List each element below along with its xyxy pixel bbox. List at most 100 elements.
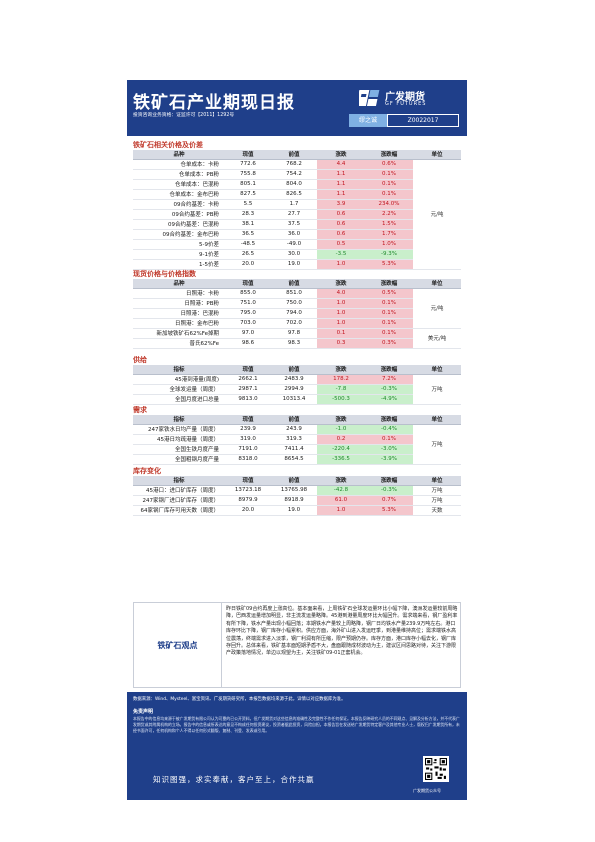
table-header-row: 品种 现值 前值 涨跌 涨跌幅 单位 (133, 150, 461, 160)
table-row: 仓单成本：金布巴粉 827.5 826.5 1.1 0.1% (133, 189, 461, 200)
qr-code-icon[interactable] (423, 756, 449, 782)
cell-unit: 万吨 (413, 424, 461, 465)
col-header-chg: 涨跌 (317, 415, 365, 425)
cell-prev: 754.2 (271, 169, 317, 180)
cell-change-pct: -9.3% (365, 249, 413, 260)
cell-prev: 97.8 (271, 328, 317, 339)
table-header-row: 指标 现值 前值 涨跌 涨跌幅 单位 (133, 365, 461, 375)
col-header-today: 现值 (225, 365, 271, 375)
cell-unit: 天数 (413, 505, 461, 516)
table-header-row: 指标 现值 前值 涨跌 涨跌幅 单位 (133, 476, 461, 486)
cell-prev: 2994.9 (271, 384, 317, 395)
cell-today: 7191.0 (225, 444, 271, 455)
table-header-row: 品种 现值 前值 涨跌 涨跌幅 单位 (133, 279, 461, 289)
cell-prev: 768.2 (271, 159, 317, 170)
col-header-name: 指标 (133, 365, 225, 375)
cell-change: 1.0 (317, 298, 365, 309)
cell-change: 61.0 (317, 495, 365, 506)
cell-name: 09合约基差：巴混粉 (133, 219, 225, 230)
stock-table: 指标 现值 前值 涨跌 涨跌幅 单位 45港口：进口矿库存（周度） 13723.1… (133, 476, 461, 516)
qr-caption: 广发期货公众号 (413, 788, 441, 793)
col-header-today: 现值 (225, 150, 271, 160)
col-header-chg: 涨跌 (317, 476, 365, 486)
cell-unit: 万吨 (413, 485, 461, 496)
cell-change-pct: -0.4% (365, 424, 413, 435)
report-title: 铁矿石产业期现日报 (133, 93, 295, 113)
cell-today: 855.0 (225, 288, 271, 299)
disclaimer-text: 本报告中的信息均来源于被广发期货有限公司认为可靠的已公开资料，但广发期货对这些信… (133, 716, 460, 733)
section-title-supply: 供给 (133, 356, 147, 364)
table-row: 45港到港量(周度) 2662.1 2483.9 178.2 7.2% 万吨 (133, 374, 461, 405)
col-header-prev: 前值 (271, 279, 317, 289)
col-header-pct: 涨跌幅 (365, 365, 413, 375)
cell-change: 4.0 (317, 288, 365, 299)
cell-name: 247家钢厂进口矿库存（周度） (133, 495, 225, 506)
col-header-pct: 涨跌幅 (365, 150, 413, 160)
table-row: 日照港：卡粉 855.0 851.0 4.0 0.5% 元/吨 (133, 288, 461, 329)
cell-name: 45港口：进口矿库存（周度） (133, 485, 225, 496)
cell-name: 日照港：巴混粉 (133, 308, 225, 319)
cell-change-pct: 0.1% (365, 179, 413, 190)
section-title-demand: 需求 (133, 406, 147, 414)
company-slogan: 知识图强，求实奉献，客户至上，合作共赢 (153, 775, 315, 784)
cell-change-pct: -0.3% (365, 384, 413, 395)
cell-change-pct: 0.1% (365, 318, 413, 329)
cell-change: -336.5 (317, 454, 365, 465)
table-header-row: 指标 现值 前值 涨跌 涨跌幅 单位 (133, 415, 461, 425)
cell-prev: 2483.9 (271, 374, 317, 385)
cell-prev: 36.0 (271, 229, 317, 240)
cell-unit: 万吨 (413, 374, 461, 405)
cell-change-pct: 2.2% (365, 209, 413, 220)
cell-change: -1.0 (317, 424, 365, 435)
cell-prev: 702.0 (271, 318, 317, 329)
cell-prev: 8654.5 (271, 454, 317, 465)
cell-change: 3.9 (317, 199, 365, 210)
cell-today: 28.3 (225, 209, 271, 220)
table-row: 64家钢厂库存可用天数（周度） 20.0 19.0 1.0 5.3% 天数 (133, 505, 461, 516)
license-text: 投资咨询业务资格：证监许可【2011】1292号 (133, 113, 235, 118)
table-row: 45港日均疏港量（周度） 319.0 319.3 0.2 0.1% (133, 434, 461, 445)
cell-name: 5-9价差 (133, 239, 225, 250)
cell-prev: 750.0 (271, 298, 317, 309)
cell-name: 1-5价差 (133, 259, 225, 270)
cell-today: 239.9 (225, 424, 271, 435)
cell-prev: 8918.9 (271, 495, 317, 506)
table-row: 新加坡铁矿石62%Fe掉期 97.0 97.8 0.1 0.1% 美元/吨 (133, 328, 461, 349)
cell-change-pct: 0.1% (365, 298, 413, 309)
cell-prev: 27.7 (271, 209, 317, 220)
cell-change: 1.0 (317, 505, 365, 516)
table-row: 1-5价差 20.0 19.0 1.0 5.3% (133, 259, 461, 270)
cell-prev: 19.0 (271, 259, 317, 270)
cell-today: 319.0 (225, 434, 271, 445)
cell-today: 827.5 (225, 189, 271, 200)
cell-change-pct: 0.1% (365, 189, 413, 200)
col-header-chg: 涨跌 (317, 365, 365, 375)
cell-change-pct: 5.3% (365, 259, 413, 270)
cell-change-pct: 7.2% (365, 374, 413, 385)
demand-table: 指标 现值 前值 涨跌 涨跌幅 单位 247家铁水日均产量（周度） 239.9 24… (133, 415, 461, 465)
section-title-basis: 铁矿石相关价格及价差 (133, 141, 203, 149)
cell-change: 0.3 (317, 338, 365, 349)
table-row: 仓单成本：巴混粉 805.1 804.0 1.1 0.1% (133, 179, 461, 190)
spot-table: 品种 现值 前值 涨跌 涨跌幅 单位 日照港：卡粉 855.0 851.0 4.0 0.… (133, 279, 461, 349)
table-row: 普氏62%Fe 98.6 98.3 0.3 0.3% (133, 338, 461, 349)
cell-name: 09合约基差：PB粉 (133, 209, 225, 220)
cell-prev: 7411.4 (271, 444, 317, 455)
cell-name: 全国生铁月度产量 (133, 444, 225, 455)
section-title-stock: 库存变化 (133, 467, 161, 475)
col-header-unit: 单位 (413, 150, 461, 160)
cell-change: 1.0 (317, 308, 365, 319)
cell-today: 20.0 (225, 259, 271, 270)
cell-change-pct: 0.1% (365, 434, 413, 445)
cell-change-pct: 0.3% (365, 338, 413, 349)
col-header-today: 现值 (225, 279, 271, 289)
cell-today: 97.0 (225, 328, 271, 339)
cell-today: 751.0 (225, 298, 271, 309)
table-row: 仓单成本：PB粉 755.8 754.2 1.1 0.1% (133, 169, 461, 180)
cell-change-pct: 0.5% (365, 288, 413, 299)
cell-name: 64家钢厂库存可用天数（周度） (133, 505, 225, 516)
table-row: 247家钢厂进口矿库存（周度） 8979.9 8918.9 61.0 0.7% 万吨 (133, 495, 461, 506)
cell-prev: 19.0 (271, 505, 317, 516)
cell-prev: 804.0 (271, 179, 317, 190)
col-header-today: 现值 (225, 415, 271, 425)
